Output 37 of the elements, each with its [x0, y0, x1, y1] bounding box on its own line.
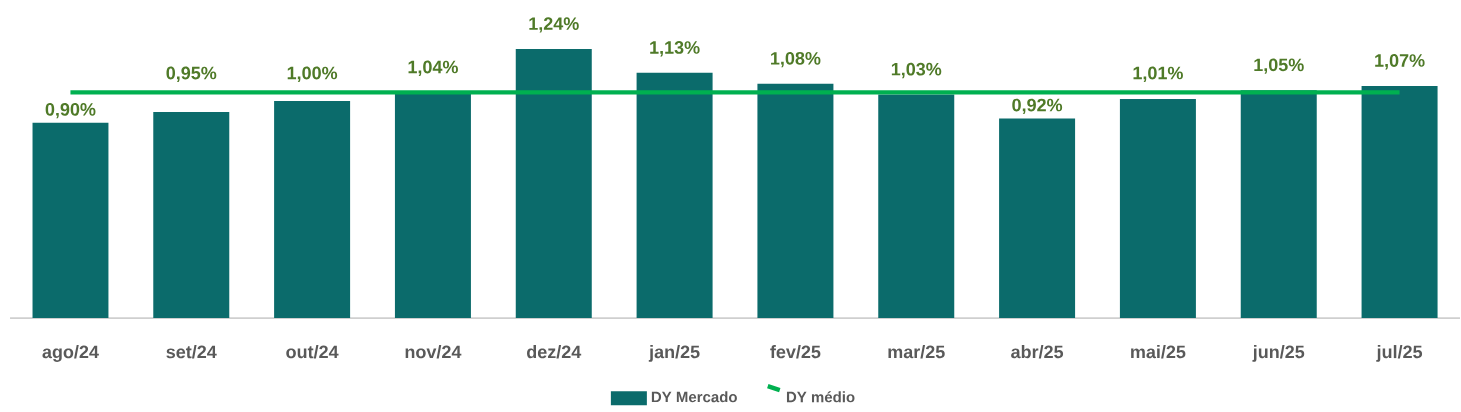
bar: [153, 111, 230, 318]
data-label: 1,03%: [891, 62, 942, 79]
x-tick-label: mar/25: [888, 345, 945, 359]
bar: [515, 49, 592, 318]
bar: [878, 94, 955, 318]
legend-label: DY Mercado: [651, 391, 737, 403]
data-label: 1,00%: [287, 66, 338, 82]
data-label: 1,05%: [1254, 58, 1304, 74]
data-label: 1,08%: [771, 51, 821, 68]
data-label: 1,24%: [529, 17, 579, 33]
x-tick-label: dez/24: [527, 345, 582, 359]
data-label: 0,90%: [45, 102, 96, 119]
bar: [757, 83, 834, 318]
data-label: 1,13%: [650, 41, 700, 57]
data-label: 0,95%: [166, 66, 217, 82]
x-tick-label: out/24: [286, 345, 339, 359]
data-label: 1,07%: [1375, 54, 1425, 70]
data-label: 0,92%: [1012, 98, 1063, 115]
x-tick-label: jul/25: [1376, 345, 1423, 362]
bar: [1361, 85, 1438, 318]
bar: [32, 122, 109, 318]
x-tick-label: fev/25: [770, 345, 821, 359]
x-tick-label: nov/24: [405, 345, 462, 359]
x-tick-label: mai/25: [1131, 345, 1186, 359]
bar: [274, 101, 351, 318]
x-tick-label: jun/25: [1252, 345, 1305, 362]
x-tick-label: set/24: [166, 345, 217, 359]
bar: [636, 72, 713, 318]
data-label: 1,01%: [1133, 66, 1183, 82]
bar: [394, 92, 471, 318]
x-tick-label: abr/25: [1011, 345, 1064, 359]
legend-label: DY médio: [786, 391, 855, 403]
bar: [1119, 98, 1196, 318]
bar: [999, 118, 1076, 318]
x-tick-label: ago/24: [42, 345, 99, 362]
data-label: 1,04%: [408, 60, 458, 76]
x-tick-label: jan/25: [648, 345, 700, 362]
